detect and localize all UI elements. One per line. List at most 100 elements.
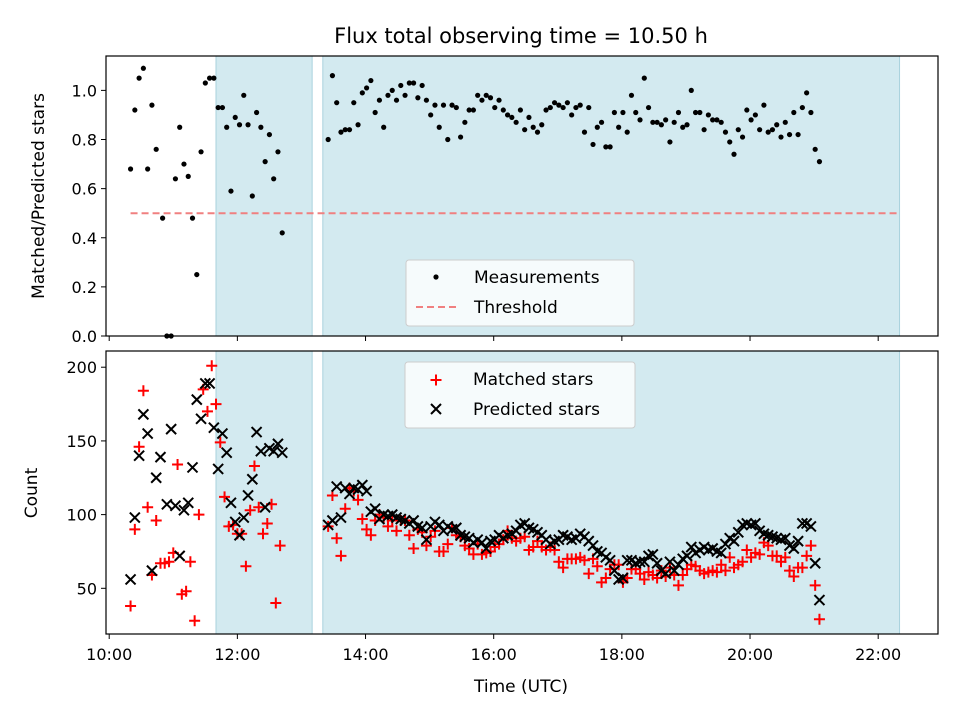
predicted-star-point xyxy=(339,482,351,494)
measurement-point xyxy=(127,166,134,172)
predicted-star-point xyxy=(796,517,809,530)
matched-star-point xyxy=(125,600,137,612)
measurement-point xyxy=(654,119,660,125)
measurement-point xyxy=(539,122,545,128)
predicted-star-point xyxy=(220,446,233,459)
measurement-point xyxy=(381,124,387,130)
measurement-point xyxy=(765,129,771,135)
matched-star-point xyxy=(133,441,145,453)
ratio-ytick-label: 0.0 xyxy=(72,327,97,346)
measurement-point xyxy=(423,97,430,103)
measurement-point xyxy=(509,114,515,121)
measurement-point xyxy=(530,124,536,130)
measurement-point xyxy=(266,131,273,138)
measurement-point xyxy=(581,129,588,135)
count-y-axis-label: Count xyxy=(22,467,42,518)
predicted-star-point xyxy=(186,461,199,474)
measurement-point xyxy=(419,82,425,89)
measurement-point xyxy=(415,95,421,101)
ratio-y-axis-label: Matched/Predicted stars xyxy=(29,93,49,299)
measurement-point xyxy=(727,139,733,145)
measurement-point xyxy=(372,109,378,116)
measurement-point xyxy=(650,119,656,125)
matched-star-point xyxy=(813,613,825,625)
measurement-point xyxy=(701,127,707,133)
matched-star-point xyxy=(331,532,343,544)
measurement-point xyxy=(334,100,340,106)
matched-star-point xyxy=(257,528,269,540)
predicted-star-point xyxy=(208,421,220,434)
predicted-star-point xyxy=(191,393,203,406)
measurement-point xyxy=(697,109,703,116)
measurement-point xyxy=(547,104,553,111)
measurement-point xyxy=(620,109,626,116)
measurement-point xyxy=(569,112,575,118)
count-ytick-label: 100 xyxy=(66,506,97,525)
measurement-point xyxy=(325,136,331,143)
time-xtick-label: 10:00 xyxy=(86,645,132,664)
matched-star-point xyxy=(180,585,192,597)
matched-star-point xyxy=(184,556,196,568)
measurement-point xyxy=(782,119,788,125)
predicted-star-point xyxy=(137,408,150,421)
predicted-star-point xyxy=(685,541,697,553)
measurement-point xyxy=(440,102,447,108)
measurement-point xyxy=(432,102,438,108)
predicted-star-point xyxy=(199,377,212,390)
measurement-point xyxy=(206,75,213,81)
observing-band xyxy=(215,350,313,635)
predicted-star-point xyxy=(809,557,821,569)
matched-star-point xyxy=(274,540,286,552)
measurement-point xyxy=(241,92,247,98)
matched-star-point xyxy=(248,460,260,472)
predicted-star-point xyxy=(715,547,727,559)
predicted-star-point xyxy=(233,529,246,541)
measurement-point xyxy=(675,109,682,116)
measurement-point xyxy=(236,122,243,128)
predicted-star-point xyxy=(161,498,173,510)
measurement-point xyxy=(181,161,187,167)
measurement-point xyxy=(145,166,151,172)
measurement-point xyxy=(376,97,383,103)
predicted-star-point xyxy=(225,497,237,509)
measurement-point xyxy=(275,149,281,155)
matched-star-point xyxy=(210,398,222,410)
measurement-point xyxy=(573,104,579,111)
measurement-point xyxy=(172,176,179,182)
matched-star-point xyxy=(591,560,603,572)
predicted-star-point xyxy=(788,542,800,555)
measurement-point xyxy=(500,107,506,113)
matched-star-point xyxy=(201,405,213,417)
matched-star-point xyxy=(553,556,565,568)
measurement-point xyxy=(346,127,353,133)
measurement-point xyxy=(189,215,196,221)
measurement-point xyxy=(761,102,767,108)
measurement-point xyxy=(457,134,464,140)
measurement-point xyxy=(228,188,234,194)
measurement-point xyxy=(808,109,814,116)
matched-star-point xyxy=(219,491,231,503)
measurement-point xyxy=(487,95,494,101)
matched-star-point xyxy=(356,513,368,525)
measurement-point xyxy=(258,124,264,130)
predicted-star-point xyxy=(617,572,629,584)
measurement-point xyxy=(663,117,669,123)
measurement-point xyxy=(385,92,391,98)
predicted-star-point xyxy=(420,533,433,546)
measurement-point xyxy=(215,104,221,111)
ratio-panel-frame xyxy=(105,55,939,337)
predicted-star-point xyxy=(326,514,339,527)
predicted-star-point xyxy=(212,463,224,475)
measurement-point xyxy=(479,97,485,103)
measurement-point xyxy=(249,193,255,199)
time-xtick-label: 14:00 xyxy=(342,645,388,664)
matched-star-point xyxy=(784,565,796,577)
measurement-point xyxy=(232,114,238,121)
predicted-star-point xyxy=(195,413,207,425)
measurement-point xyxy=(795,131,801,138)
measurement-point xyxy=(453,104,459,111)
matched-star-point xyxy=(408,543,420,555)
time-xtick-label: 12:00 xyxy=(214,645,260,664)
measurement-point xyxy=(534,129,541,135)
